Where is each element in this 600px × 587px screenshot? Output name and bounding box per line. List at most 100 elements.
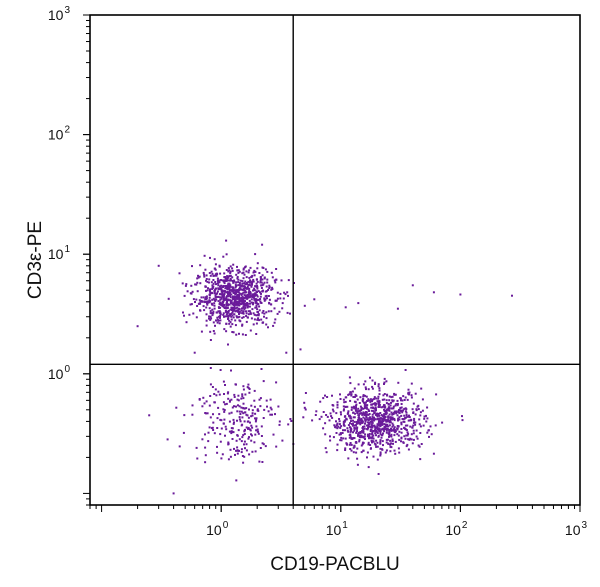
- data-point: [201, 405, 204, 408]
- data-point: [237, 399, 240, 402]
- data-point: [335, 432, 338, 434]
- data-point: [241, 395, 244, 398]
- data-point: [423, 417, 426, 420]
- data-point: [249, 311, 252, 314]
- data-point: [214, 263, 217, 266]
- data-point: [369, 430, 372, 433]
- data-point: [371, 400, 373, 403]
- data-point: [216, 277, 219, 280]
- data-point: [419, 425, 422, 428]
- data-point: [259, 295, 262, 298]
- data-point: [231, 267, 234, 270]
- data-point: [198, 302, 201, 305]
- data-point: [209, 310, 212, 313]
- data-point: [322, 427, 325, 430]
- data-point: [220, 304, 223, 306]
- data-point: [390, 446, 393, 449]
- data-point: [242, 402, 245, 405]
- data-point: [229, 399, 231, 402]
- data-point: [379, 447, 382, 450]
- data-point: [370, 436, 373, 439]
- data-point: [373, 419, 376, 422]
- data-point: [228, 420, 231, 423]
- data-point: [249, 292, 252, 294]
- data-point: [236, 293, 239, 296]
- data-point: [241, 272, 244, 275]
- data-point: [366, 421, 369, 424]
- data-point: [231, 280, 234, 282]
- data-point: [244, 393, 247, 396]
- data-point: [344, 306, 347, 309]
- data-point: [254, 293, 257, 296]
- data-point: [234, 383, 237, 386]
- data-point: [358, 436, 361, 439]
- data-point: [259, 276, 262, 278]
- data-point: [208, 296, 211, 299]
- data-point: [353, 437, 356, 440]
- data-point: [389, 416, 392, 419]
- data-point: [241, 333, 244, 336]
- data-point: [361, 427, 364, 430]
- data-point: [304, 408, 307, 411]
- data-point: [253, 289, 256, 292]
- data-point: [332, 410, 335, 413]
- data-point: [336, 443, 339, 446]
- data-point: [212, 279, 215, 281]
- data-point: [376, 445, 379, 448]
- data-point: [191, 290, 194, 293]
- data-point: [243, 289, 246, 292]
- data-point: [390, 401, 392, 404]
- data-point: [260, 318, 263, 321]
- data-point: [248, 269, 251, 272]
- data-point: [205, 289, 207, 292]
- data-point: [410, 438, 413, 441]
- data-point: [229, 296, 232, 299]
- data-point: [220, 297, 223, 300]
- data-point: [350, 417, 353, 420]
- data-point: [200, 330, 203, 333]
- data-point: [212, 321, 215, 324]
- data-point: [367, 433, 369, 436]
- data-point: [233, 298, 236, 301]
- data-point: [373, 424, 376, 427]
- data-point: [402, 418, 405, 421]
- data-point: [208, 288, 211, 291]
- data-point: [384, 416, 387, 418]
- data-point: [272, 433, 275, 436]
- data-point: [386, 438, 389, 441]
- data-point: [384, 406, 387, 409]
- data-point: [280, 279, 283, 282]
- data-point: [252, 303, 254, 306]
- data-point: [358, 402, 361, 404]
- data-point: [238, 332, 240, 335]
- data-point: [206, 303, 209, 306]
- data-point: [286, 311, 289, 314]
- data-point: [398, 418, 401, 421]
- data-point: [266, 297, 268, 300]
- data-point: [225, 253, 228, 256]
- data-point: [378, 403, 381, 406]
- data-point: [375, 439, 378, 442]
- data-point: [274, 299, 277, 302]
- data-point: [268, 284, 271, 287]
- data-point: [224, 309, 227, 312]
- data-point: [245, 270, 248, 273]
- data-point: [356, 411, 359, 414]
- data-point: [213, 258, 216, 261]
- data-point: [388, 407, 391, 410]
- data-point: [199, 309, 202, 312]
- data-point: [282, 297, 285, 300]
- data-point: [379, 430, 382, 432]
- data-point: [254, 420, 257, 423]
- data-point: [382, 394, 385, 397]
- data-point: [358, 414, 360, 417]
- data-point: [237, 307, 240, 310]
- data-point: [243, 407, 246, 410]
- data-point: [266, 405, 268, 408]
- data-point: [402, 395, 405, 398]
- data-point: [400, 437, 403, 440]
- data-point: [251, 409, 254, 412]
- data-point: [260, 435, 263, 437]
- data-point: [346, 429, 349, 432]
- data-point: [354, 427, 357, 430]
